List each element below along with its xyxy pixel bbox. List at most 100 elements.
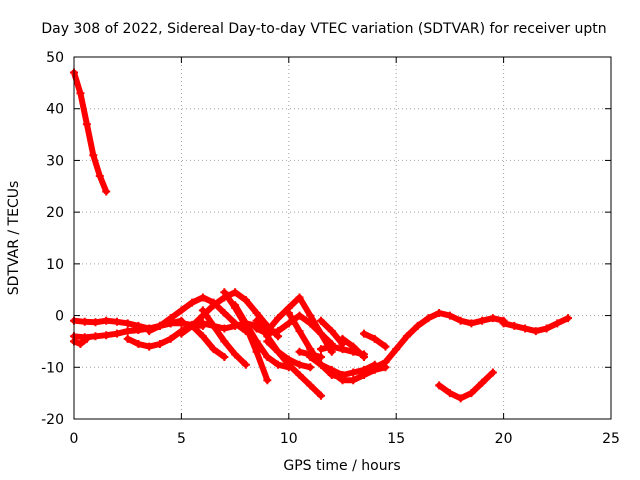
data-point — [220, 308, 229, 317]
series-line — [146, 294, 249, 335]
data-point — [123, 319, 132, 328]
data-point — [209, 321, 218, 330]
data-point — [317, 345, 326, 354]
data-point — [89, 151, 98, 160]
data-point — [274, 347, 283, 356]
data-point — [306, 311, 315, 320]
series-line — [436, 369, 496, 402]
data-point — [177, 306, 186, 315]
data-point — [467, 389, 476, 398]
data-point — [295, 360, 304, 369]
data-point — [510, 321, 519, 330]
data-point — [295, 347, 304, 356]
data-point — [231, 319, 240, 328]
data-point — [531, 327, 540, 336]
data-point — [392, 345, 401, 354]
x-tick-label: 5 — [177, 431, 186, 447]
data-point — [102, 331, 111, 340]
data-point — [295, 327, 304, 336]
data-point — [76, 89, 85, 98]
data-point — [198, 293, 207, 302]
data-point — [274, 360, 283, 369]
y-tick-label: -10 — [41, 360, 64, 376]
data-point — [274, 327, 283, 336]
data-point — [478, 316, 487, 325]
data-point — [188, 321, 197, 330]
data-point — [370, 334, 379, 343]
series-s9 — [198, 306, 250, 369]
data-point — [231, 350, 240, 359]
data-point — [521, 324, 530, 333]
data-point — [252, 308, 261, 317]
data-point — [456, 316, 465, 325]
data-point — [381, 342, 390, 351]
data-point — [306, 352, 315, 361]
data-point — [445, 311, 454, 320]
data-point — [317, 316, 326, 325]
data-point — [220, 288, 229, 297]
data-point — [123, 327, 132, 336]
tick-layer: 0 5 10 15 20 25 -20 -10 0 10 20 30 40 50 — [41, 50, 620, 447]
data-point — [413, 321, 422, 330]
x-tick-label: 0 — [70, 431, 79, 447]
data-point — [456, 394, 465, 403]
data-point — [145, 342, 154, 351]
data-point — [317, 352, 326, 361]
series-s8 — [188, 321, 229, 361]
data-point — [241, 360, 250, 369]
data-point — [564, 314, 573, 323]
data-point — [338, 345, 347, 354]
data-point — [145, 327, 154, 336]
series-s26 — [435, 368, 497, 403]
data-point — [166, 314, 175, 323]
data-point — [220, 324, 229, 333]
series-s22 — [359, 329, 390, 351]
data-point — [349, 376, 358, 385]
y-tick-label: 20 — [46, 205, 64, 221]
x-tick-label: 25 — [602, 431, 620, 447]
data-point — [209, 345, 218, 354]
x-tick-label: 10 — [280, 431, 298, 447]
data-point — [102, 316, 111, 325]
data-point — [359, 329, 368, 338]
x-axis-label: GPS time / hours — [283, 458, 400, 474]
series-s1 — [70, 68, 111, 196]
data-point — [252, 337, 261, 346]
data-point — [91, 318, 100, 327]
data-point — [252, 347, 261, 356]
data-point — [263, 327, 272, 336]
data-point — [317, 329, 326, 338]
grid-layer — [74, 57, 611, 419]
data-point — [220, 352, 229, 361]
series-s25 — [499, 314, 573, 336]
data-point — [327, 342, 336, 351]
data-point — [76, 340, 85, 349]
y-tick-label: -20 — [41, 412, 64, 428]
x-tick-label: 15 — [387, 431, 405, 447]
series-s21 — [338, 334, 368, 361]
y-tick-label: 0 — [55, 309, 64, 325]
y-tick-label: 40 — [46, 102, 64, 118]
data-point — [123, 334, 132, 343]
data-point — [252, 324, 261, 333]
data-point — [349, 342, 358, 351]
data-point — [499, 319, 508, 328]
y-axis-label: SDTVAR / TECUs — [6, 181, 22, 296]
data-point — [91, 332, 100, 341]
data-point — [82, 120, 91, 129]
data-point — [231, 301, 240, 310]
data-point — [402, 332, 411, 341]
data-point — [295, 311, 304, 320]
data-point — [220, 337, 229, 346]
data-point — [381, 358, 390, 367]
data-point — [370, 363, 379, 372]
data-point — [327, 327, 336, 336]
y-tick-label: 10 — [46, 257, 64, 273]
data-point — [263, 337, 272, 346]
data-point — [317, 360, 326, 369]
data-point — [478, 378, 487, 387]
data-point — [338, 334, 347, 343]
series-s14 — [263, 293, 336, 356]
data-point — [198, 332, 207, 341]
